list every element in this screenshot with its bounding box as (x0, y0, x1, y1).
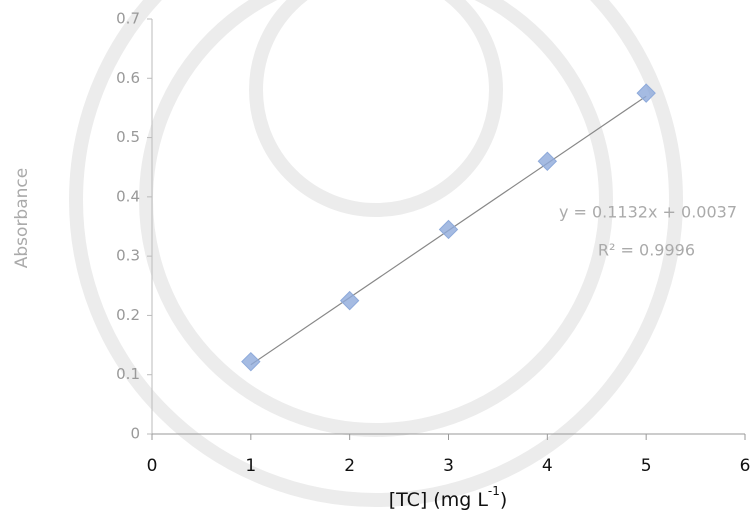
x-axis-label-main: [TC] (mg L (389, 489, 489, 511)
x-tick-label: 3 (443, 456, 454, 476)
x-axis-label-sup: -1 (488, 484, 500, 498)
trend-r-squared: R² = 0.9996 (598, 241, 695, 260)
y-tick-label: 0.5 (116, 128, 140, 146)
x-tick-label: 5 (641, 456, 652, 476)
page: {"chart_data": {"type": "scatter", "ylab… (0, 0, 752, 519)
x-tick-label: 1 (245, 456, 256, 476)
y-tick-label: 0.6 (116, 69, 140, 87)
trend-equation: y = 0.1132x + 0.0037 (559, 203, 737, 222)
x-axis-label: [TC] (mg L-1) (389, 484, 508, 511)
y-tick-label: 0 (130, 425, 140, 443)
y-axis-label: Absorbance (12, 168, 32, 268)
y-tick-label: 0.2 (116, 306, 140, 324)
x-tick-label: 4 (542, 456, 553, 476)
chart: Absorbance [TC] (mg L-1) y = 0.1132x + 0… (0, 0, 752, 519)
x-axis-label-end: ) (500, 489, 507, 511)
marker (341, 292, 359, 310)
y-tick-label: 0.4 (116, 187, 140, 205)
x-tick-label: 0 (147, 456, 158, 476)
y-tick-label: 0.3 (116, 247, 140, 265)
marker (242, 353, 260, 371)
marker (440, 220, 458, 238)
watermark (76, 0, 676, 500)
x-tick-label: 2 (344, 456, 355, 476)
x-tick-label: 6 (740, 456, 751, 476)
y-tick-label: 0.7 (116, 10, 140, 28)
y-tick-label: 0.1 (116, 365, 140, 383)
